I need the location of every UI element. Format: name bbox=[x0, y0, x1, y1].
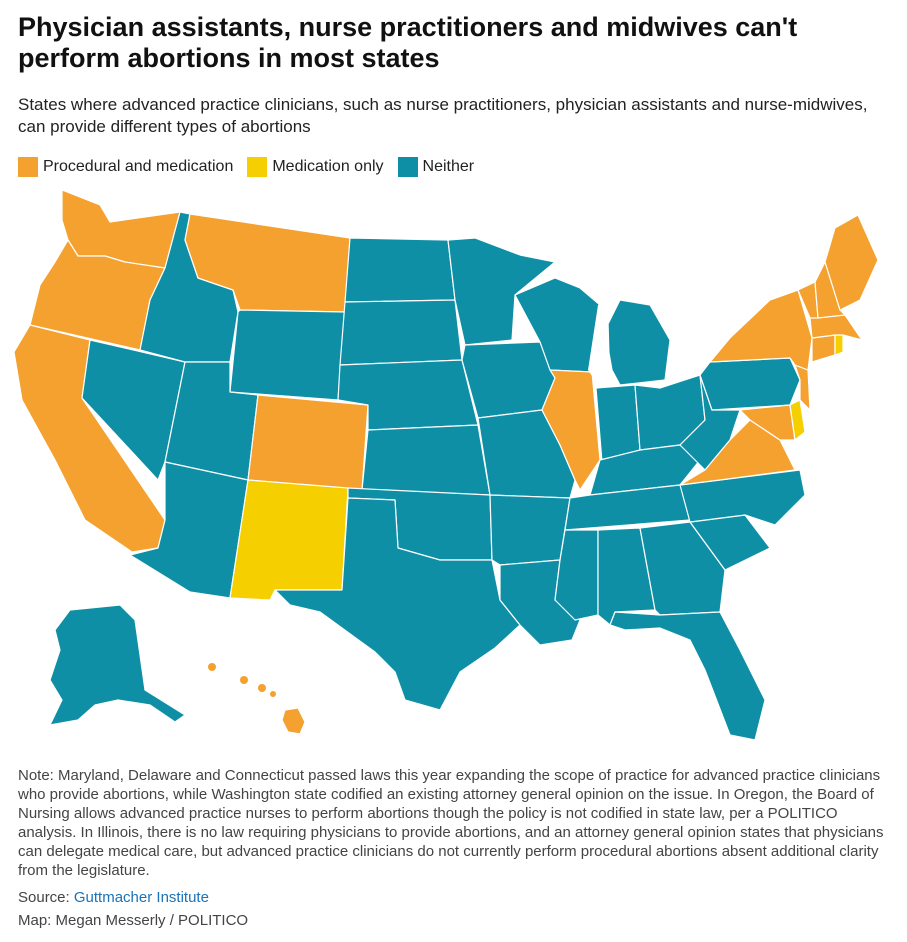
legend-item-medication: Medication only bbox=[247, 157, 384, 177]
state-HI-island-2[interactable] bbox=[240, 676, 248, 684]
legend-item-procedural: Procedural and medication bbox=[18, 157, 233, 177]
state-MD[interactable] bbox=[739, 404, 796, 441]
legend-label-medication: Medication only bbox=[272, 158, 384, 175]
state-WY[interactable] bbox=[229, 309, 346, 401]
state-MI[interactable] bbox=[604, 299, 671, 386]
state-HI[interactable] bbox=[281, 707, 306, 735]
lake-michigan bbox=[588, 300, 610, 385]
state-AR[interactable] bbox=[489, 494, 571, 566]
source-line: Source: Guttmacher Institute bbox=[18, 889, 209, 906]
state-DE[interactable] bbox=[789, 399, 806, 441]
state-FL[interactable] bbox=[609, 611, 766, 741]
state-IL[interactable] bbox=[541, 369, 601, 491]
source-link[interactable]: Guttmacher Institute bbox=[73, 889, 209, 906]
state-ME[interactable] bbox=[824, 214, 879, 311]
state-CO[interactable] bbox=[247, 394, 369, 491]
state-NY[interactable] bbox=[709, 289, 813, 371]
state-ND[interactable] bbox=[344, 237, 456, 303]
state-KS[interactable] bbox=[361, 424, 491, 496]
state-IN[interactable] bbox=[595, 384, 641, 463]
legend-swatch-neither bbox=[397, 157, 418, 177]
state-HI-island-3[interactable] bbox=[258, 684, 266, 692]
state-CT[interactable] bbox=[811, 334, 836, 363]
chart-title: Physician assistants, nurse practitioner… bbox=[18, 12, 798, 73]
state-TX[interactable] bbox=[274, 497, 521, 711]
state-IA[interactable] bbox=[461, 341, 556, 419]
legend-label-procedural: Procedural and medication bbox=[43, 158, 234, 175]
us-map bbox=[13, 190, 879, 741]
state-HI-island-4[interactable] bbox=[270, 691, 276, 697]
state-SD[interactable] bbox=[339, 299, 463, 366]
legend: Procedural and medication Medication onl… bbox=[18, 157, 488, 177]
legend-swatch-medication bbox=[247, 157, 268, 177]
legend-label-neither: Neither bbox=[422, 158, 475, 175]
legend-swatch-procedural bbox=[18, 157, 38, 177]
note-text: Note: Maryland, Delaware and Connecticut… bbox=[18, 767, 884, 879]
state-AK[interactable] bbox=[49, 604, 186, 726]
state-PA[interactable] bbox=[699, 357, 801, 411]
state-RI[interactable] bbox=[834, 334, 844, 356]
legend-item-neither: Neither bbox=[397, 157, 475, 177]
source-label: Source: bbox=[18, 889, 74, 906]
credit-line: Map: Megan Messerly / POLITICO bbox=[18, 912, 249, 929]
state-HI-island-1[interactable] bbox=[208, 663, 216, 671]
state-NM[interactable] bbox=[229, 479, 349, 601]
chart-subtitle: States where advanced practice clinician… bbox=[18, 95, 868, 136]
